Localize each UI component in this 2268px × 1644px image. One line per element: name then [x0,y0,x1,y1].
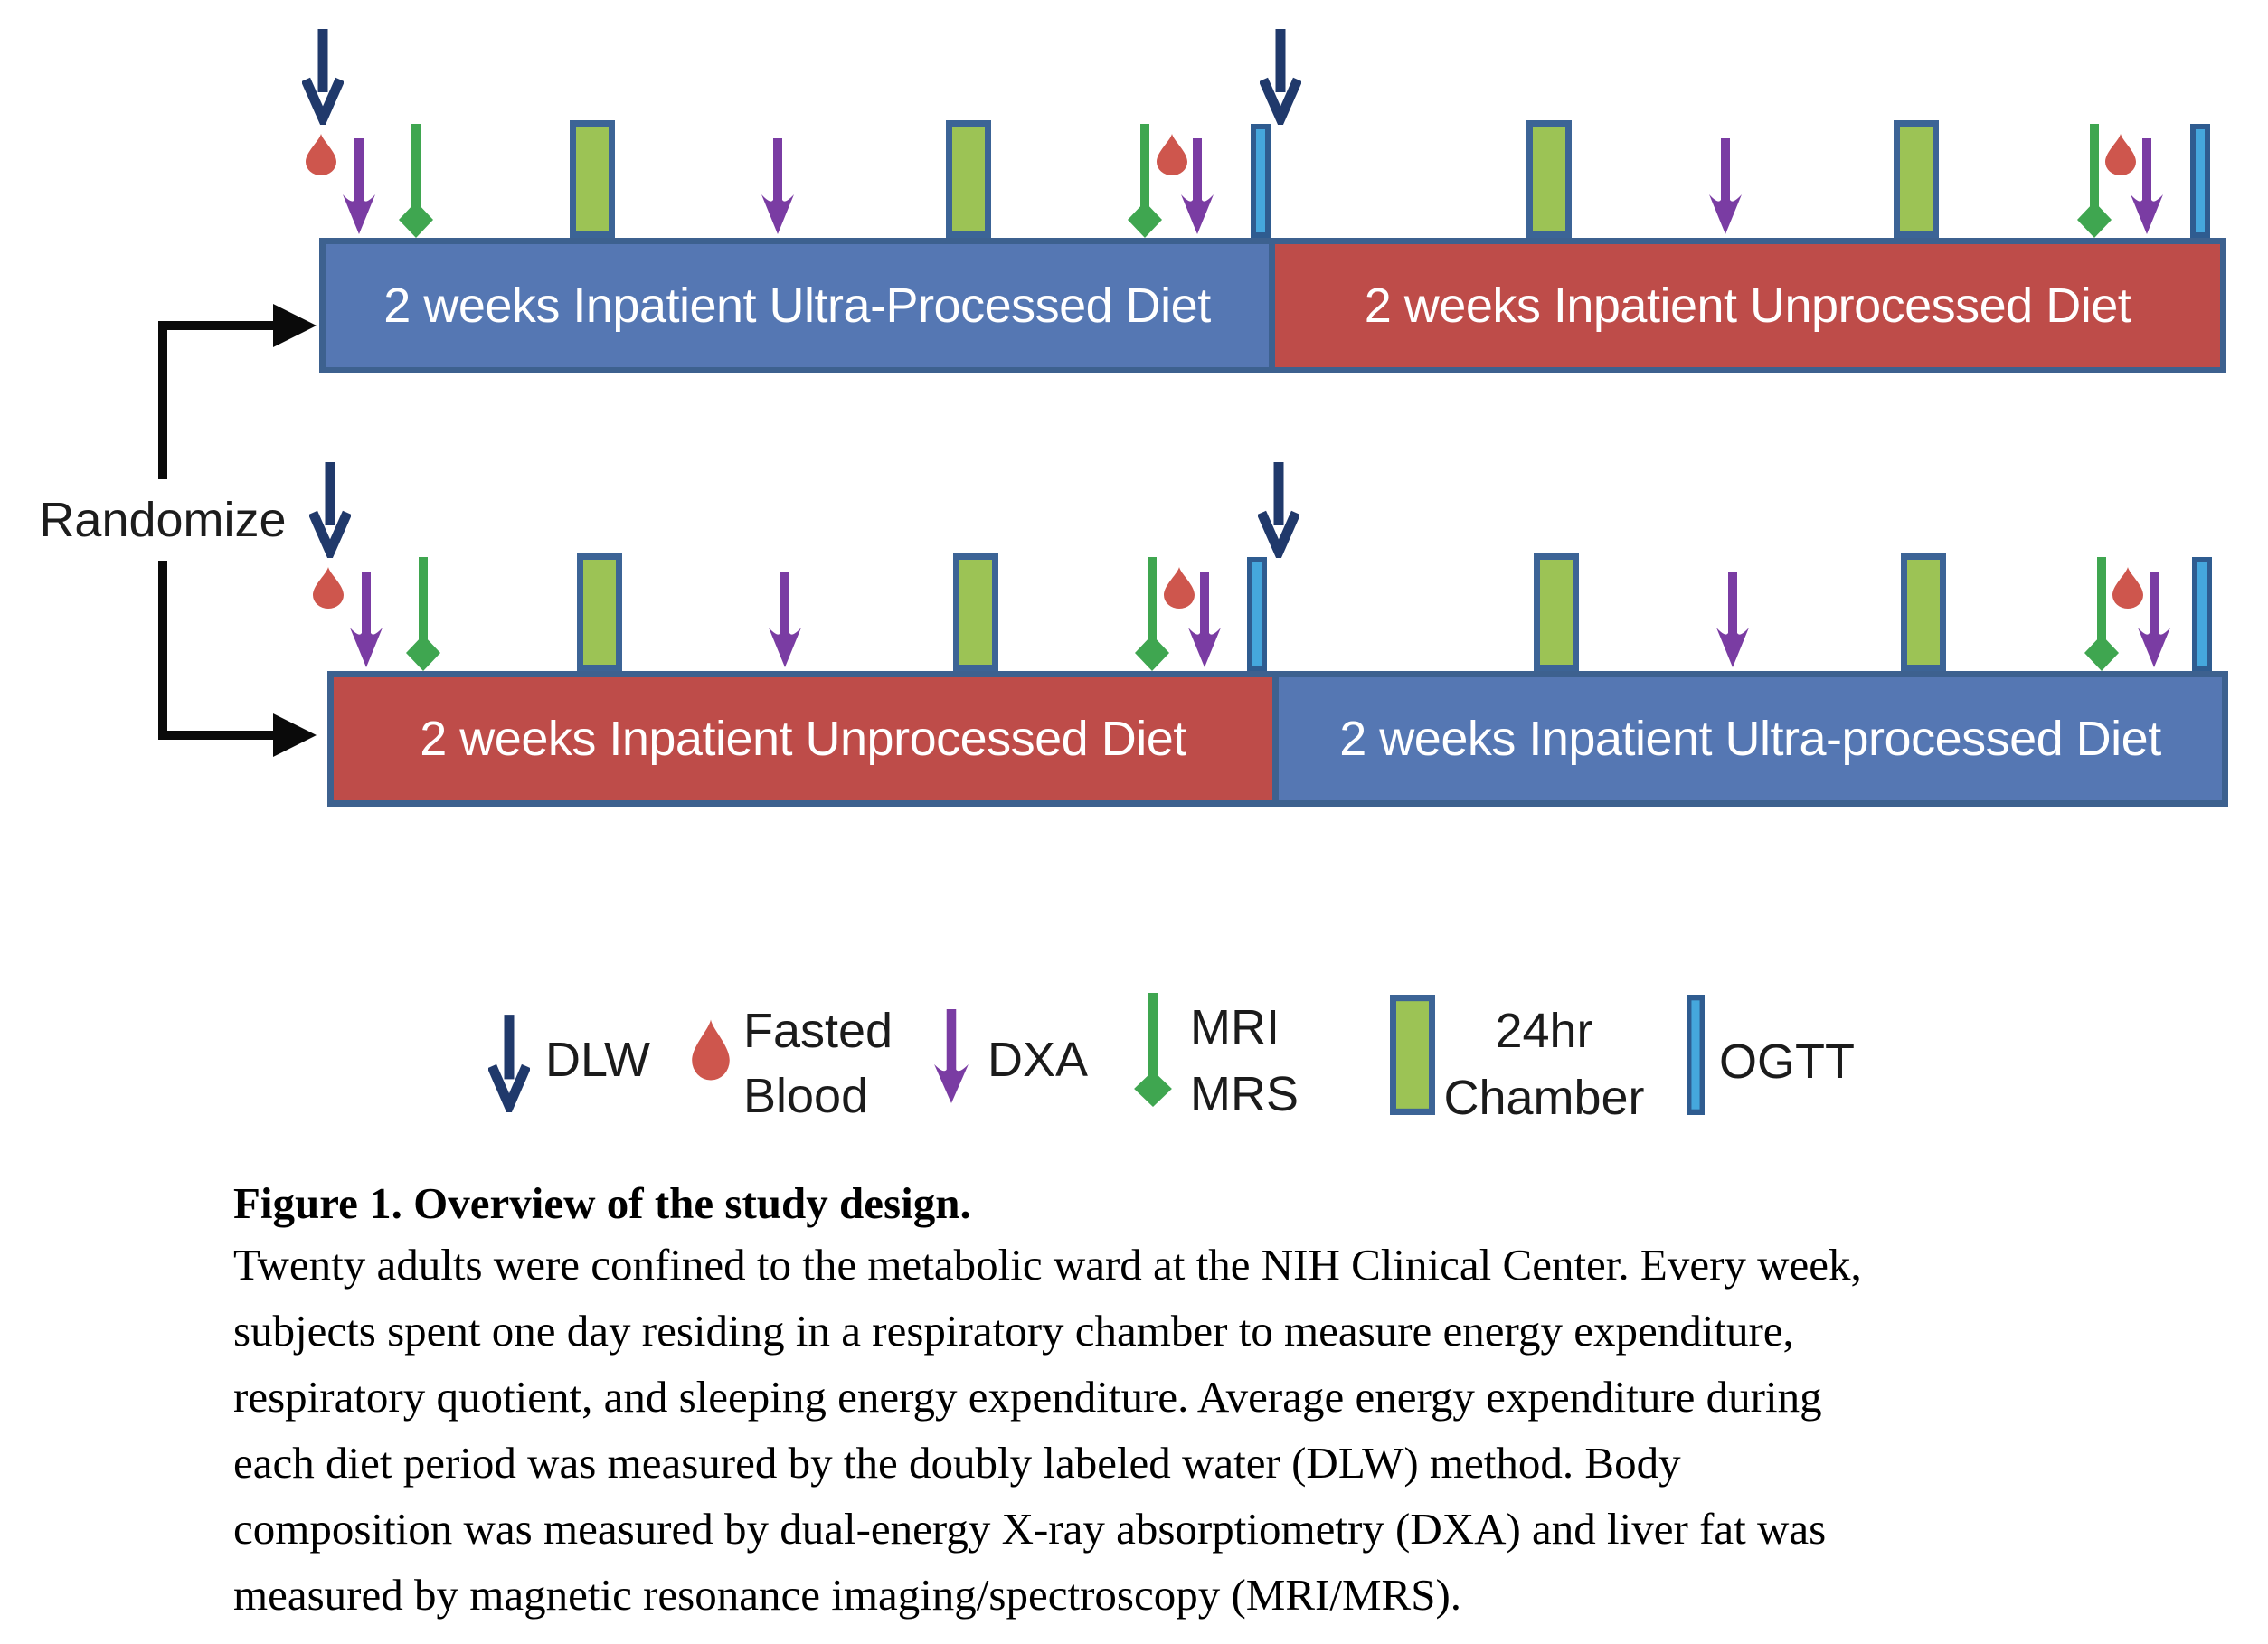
ogtt-marker-icon [1251,124,1271,238]
randomize-arrow-bottom-horizontal [158,731,274,740]
caption-line: composition was measured by dual-energy … [233,1504,1827,1554]
dxa-arrow-icon [2130,138,2164,234]
dxa-arrow-icon [349,572,383,667]
fasted-blood-drop-icon [1163,566,1195,609]
diet-segment-unprocessed-first: 2 weeks Inpatient Unprocessed Diet [327,671,1279,807]
legend-label-dlw: DLW [545,1033,650,1087]
dxa-arrow-icon [768,572,802,667]
legend-label-mri: MRI [1190,1000,1280,1054]
chamber-marker-icon [1390,995,1435,1115]
dxa-arrow-icon [1715,572,1750,667]
randomize-bracket-vertical-upper [158,321,167,479]
chamber-marker-icon [953,553,998,671]
dxa-arrow-icon [1187,572,1222,667]
dxa-arrow-icon [1180,138,1214,234]
ogtt-marker-icon [1247,557,1267,671]
caption-line: measured by magnetic resonance imaging/s… [233,1570,1462,1620]
mri-mrs-arrow-icon [2076,124,2112,238]
ogtt-marker-icon [2190,124,2210,238]
mri-mrs-arrow-icon [1134,557,1170,671]
mri-mrs-arrow-icon [2084,557,2120,671]
dlw-arrow-icon [309,458,351,558]
randomize-label: Randomize [39,493,287,547]
randomize-bracket-vertical-lower [158,561,167,740]
randomize-arrowhead-top [273,304,317,347]
fasted-blood-drop-icon [2104,133,2137,176]
chamber-marker-icon [570,120,615,238]
dlw-arrow-icon [1258,458,1299,558]
caption-line: Twenty adults were confined to the metab… [233,1240,1862,1290]
diet-segment-unprocessed-second: 2 weeks Inpatient Unprocessed Diet [1275,238,2226,373]
caption-line: each diet period was measured by the dou… [233,1438,1681,1488]
fasted-blood-drop-icon [312,566,345,609]
dlw-arrow-icon [1260,25,1301,125]
mri-mrs-arrow-icon [405,557,441,671]
diet-segment-ultraprocessed-second: 2 weeks Inpatient Ultra-processed Diet [1279,671,2228,807]
dxa-arrow-icon [933,1009,969,1103]
diet-segment-label: 2 weeks Inpatient Ultra-Processed Diet [383,279,1211,333]
chamber-marker-icon [1894,120,1939,238]
diet-segment-label: 2 weeks Inpatient Ultra-processed Diet [1339,712,2161,766]
chamber-marker-icon [1526,120,1572,238]
caption-line: subjects spent one day residing in a res… [233,1306,1794,1356]
randomize-arrowhead-bottom [273,713,317,757]
legend-label-chamber: Chamber [1443,1071,1645,1125]
figure-caption: Figure 1. Overview of the study design. … [233,1176,2205,1628]
chamber-marker-icon [946,120,991,238]
dxa-arrow-icon [761,138,795,234]
caption-title: Figure 1. Overview of the study design. [233,1178,971,1228]
diet-segment-label: 2 weeks Inpatient Unprocessed Diet [1364,279,2131,333]
mri-mrs-arrow-icon [1127,124,1163,238]
legend-label-ogtt: OGTT [1719,1035,1855,1089]
fasted-blood-drop-icon [1156,133,1188,176]
chamber-marker-icon [577,553,622,671]
chamber-marker-icon [1534,553,1579,671]
legend-label-fasted: Fasted [743,1004,893,1058]
dxa-arrow-icon [1708,138,1743,234]
dxa-arrow-icon [2137,572,2171,667]
dlw-arrow-icon [488,1011,530,1112]
fasted-blood-drop-icon [2112,566,2144,609]
fasted-blood-drop-icon [691,1018,731,1082]
mri-mrs-arrow-icon [398,124,434,238]
legend-label-dxa: DXA [988,1033,1089,1087]
diet-segment-label: 2 weeks Inpatient Unprocessed Diet [420,712,1186,766]
diet-segment-ultraprocessed-first: 2 weeks Inpatient Ultra-Processed Diet [319,238,1275,373]
legend-label-24hr: 24hr [1495,1004,1593,1058]
mri-mrs-arrow-icon [1133,993,1173,1107]
legend-label-mrs: MRS [1190,1067,1299,1121]
dlw-arrow-icon [302,25,344,125]
fasted-blood-drop-icon [305,133,337,176]
chamber-marker-icon [1901,553,1946,671]
legend-label-blood: Blood [743,1069,869,1123]
randomize-arrow-top-horizontal [158,321,274,330]
ogtt-marker-icon [1687,995,1705,1115]
ogtt-marker-icon [2192,557,2212,671]
caption-line: respiratory quotient, and sleeping energ… [233,1372,1822,1422]
dxa-arrow-icon [342,138,376,234]
